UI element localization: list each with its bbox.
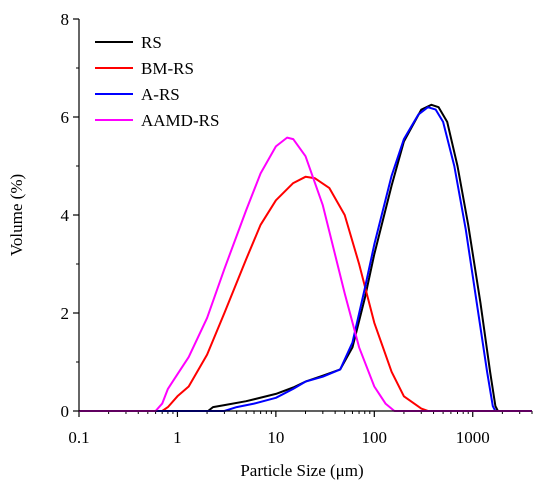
x-tick-label: 100 xyxy=(362,428,388,447)
series-line-rs xyxy=(79,103,532,412)
x-tick-label: 0.1 xyxy=(68,428,89,447)
y-tick-label: 8 xyxy=(61,10,70,29)
x-tick-label: 1 xyxy=(173,428,182,447)
x-axis-label: Particle Size (μm) xyxy=(240,461,363,480)
x-tick-label: 10 xyxy=(267,428,284,447)
x-tick-label: 1000 xyxy=(456,428,490,447)
y-axis-label: Volume (%) xyxy=(7,174,26,256)
series-line-a-rs xyxy=(79,106,532,412)
y-tick-label: 4 xyxy=(61,206,70,225)
series-line-aamd-rs xyxy=(79,136,532,412)
y-tick-label: 2 xyxy=(61,304,70,323)
legend-label: A-RS xyxy=(141,85,180,104)
legend-label: RS xyxy=(141,33,162,52)
series-line-bm-rs xyxy=(79,175,532,412)
y-tick-label: 6 xyxy=(61,108,70,127)
legend-label: AAMD-RS xyxy=(141,111,219,130)
legend-label: BM-RS xyxy=(141,59,194,78)
y-tick-label: 0 xyxy=(61,402,70,421)
